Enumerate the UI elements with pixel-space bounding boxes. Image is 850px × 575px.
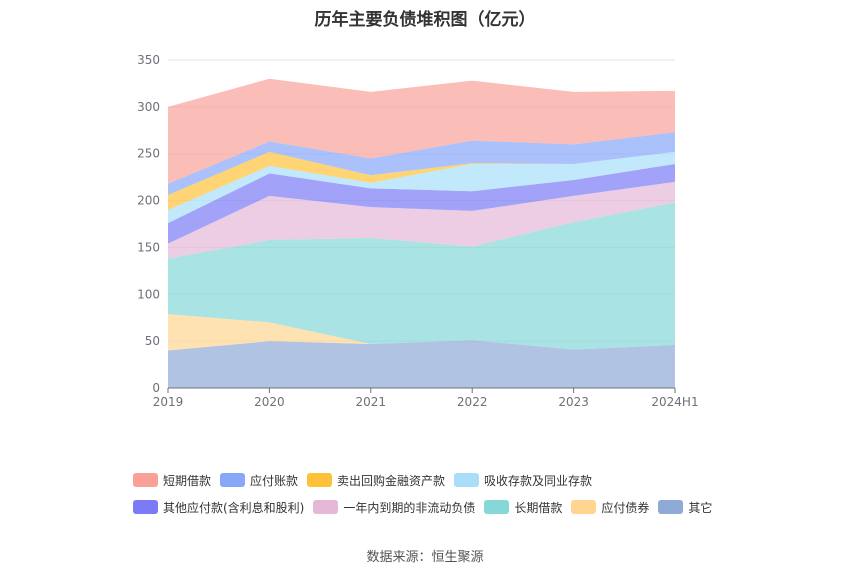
legend-swatch <box>133 473 158 487</box>
area-series-6[interactable] <box>168 151 675 210</box>
legend-label: 其它 <box>688 500 713 515</box>
legend-swatch <box>658 500 684 514</box>
x-tick-label: 2024H1 <box>651 395 698 409</box>
x-tick-label: 2022 <box>457 395 488 409</box>
y-tick-label: 100 <box>137 287 160 301</box>
y-tick-label: 150 <box>137 240 160 254</box>
legend-swatch <box>133 500 158 514</box>
y-tick-label: 250 <box>137 147 160 161</box>
y-tick-label: 200 <box>137 194 160 208</box>
legend-swatch <box>571 500 597 514</box>
legend-item-repo[interactable]: 卖出回购金融资产款 <box>307 472 445 489</box>
legend-label: 卖出回购金融资产款 <box>337 473 446 488</box>
area-series-3[interactable] <box>168 181 675 259</box>
legend-label: 应付账款 <box>250 473 299 488</box>
legend-row-2: 其他应付款(含利息和股利) 一年内到期的非流动负债 长期借款 应付债券 其它 <box>133 499 773 515</box>
stacked-area-chart: 0 50 100 150 200 250 300 350 2019 2020 2021 2022 202… <box>137 53 699 409</box>
legend-label: 短期借款 <box>163 473 212 488</box>
legend-item-other-payables[interactable]: 其他应付款(含利息和股利) <box>133 499 304 516</box>
legend-swatch <box>307 473 333 487</box>
area-series-5[interactable] <box>168 151 675 224</box>
legend-swatch <box>454 473 480 487</box>
x-tick-label: 2023 <box>558 395 589 409</box>
chart-title: 历年主要负债堆积图（亿元） <box>314 10 536 30</box>
legend-item-current-noncurrent-liabilities[interactable]: 一年内到期的非流动负债 <box>313 499 475 516</box>
data-source: 数据来源：恒生聚源 <box>366 550 484 565</box>
legend-row-1: 短期借款 应付账款 卖出回购金融资产款 吸收存款及同业存款 <box>133 472 773 488</box>
y-tick-label: 350 <box>137 53 160 67</box>
y-tick-label: 0 <box>152 381 160 395</box>
x-tick-label: 2021 <box>356 395 387 409</box>
legend-item-deposits[interactable]: 吸收存款及同业存款 <box>454 472 592 489</box>
area-series-0[interactable] <box>168 340 675 388</box>
x-tick-label: 2020 <box>254 395 285 409</box>
legend-item-short-term-loans[interactable]: 短期借款 <box>133 472 211 489</box>
legend-label: 应付债券 <box>601 500 650 515</box>
legend-label: 其他应付款(含利息和股利) <box>163 500 305 515</box>
area-series-1[interactable] <box>168 313 675 351</box>
legend-swatch <box>484 500 510 514</box>
legend-label: 吸收存款及同业存款 <box>484 473 593 488</box>
x-tick-label: 2019 <box>153 395 184 409</box>
legend-item-long-term-loans[interactable]: 长期借款 <box>484 499 562 516</box>
y-tick-label: 300 <box>137 100 160 114</box>
y-tick-label: 50 <box>145 334 160 348</box>
legend-swatch <box>220 473 246 487</box>
legend-swatch <box>313 500 339 514</box>
legend: 短期借款 应付账款 卖出回购金融资产款 吸收存款及同业存款 其他应付款(含利息和… <box>133 472 773 526</box>
area-series-7[interactable] <box>168 132 675 195</box>
legend-item-bonds-payable[interactable]: 应付债券 <box>571 499 649 516</box>
legend-label: 一年内到期的非流动负债 <box>343 500 476 515</box>
area-series-8[interactable] <box>168 78 675 184</box>
legend-item-accounts-payable[interactable]: 应付账款 <box>220 472 298 489</box>
area-series-2[interactable] <box>168 202 675 350</box>
area-series-4[interactable] <box>168 164 675 244</box>
legend-item-other[interactable]: 其它 <box>658 499 712 516</box>
legend-label: 长期借款 <box>514 500 563 515</box>
